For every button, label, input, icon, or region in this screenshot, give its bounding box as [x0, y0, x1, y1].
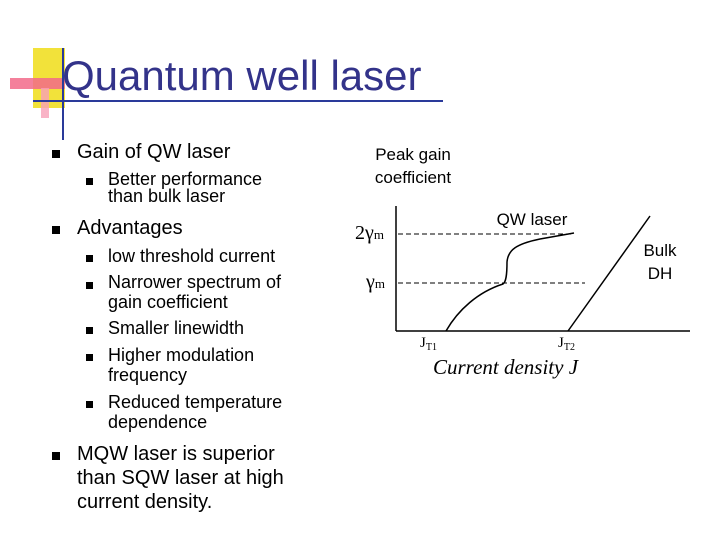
- line: Bulk: [643, 241, 677, 260]
- adv-item-1: low threshold current: [108, 246, 276, 266]
- line: Better performance: [108, 169, 263, 189]
- bullet-mqw: MQW laser is superior than SQW laser at …: [77, 443, 284, 514]
- bullet-gain-sub: Better performance than bulk laser: [108, 169, 262, 207]
- slide-title: Quantum well laser: [62, 52, 422, 99]
- decor-blue-line-h: [33, 100, 443, 102]
- text: J: [558, 335, 564, 351]
- line: frequency: [108, 365, 188, 385]
- bullet-square-icon: [86, 255, 93, 262]
- bullet-square-icon: [52, 452, 60, 460]
- adv-item-5: Reduced temperature dependence: [108, 392, 282, 433]
- bulk-dh-line: [567, 215, 651, 332]
- line: than bulk laser: [108, 186, 226, 206]
- line: MQW laser is superior: [77, 443, 275, 465]
- line: gain coefficient: [108, 292, 228, 312]
- line: Reduced temperature: [108, 392, 283, 412]
- text: J: [420, 335, 426, 351]
- level-gm-label: γm: [366, 271, 385, 294]
- bullet-square-icon: [86, 178, 93, 185]
- subscript: T1: [425, 342, 437, 353]
- line: Higher modulation: [108, 345, 255, 365]
- text: 2γ: [355, 222, 374, 244]
- line: coefficient: [374, 168, 452, 187]
- subscript: m: [374, 276, 385, 291]
- line: Narrower spectrum of: [108, 272, 282, 292]
- bullet-advantages: Advantages: [77, 217, 183, 239]
- bullet-square-icon: [52, 226, 60, 234]
- bullet-square-icon: [86, 401, 93, 408]
- y-axis-title: Peak gain coefficient: [348, 143, 478, 189]
- line: DH: [647, 264, 673, 283]
- bullet-square-icon: [86, 354, 93, 361]
- line: Peak gain: [375, 145, 451, 164]
- decor-pink-bar: [10, 78, 65, 89]
- x-axis-title: Current density J: [433, 355, 579, 379]
- subscript: m: [373, 227, 384, 242]
- qw-laser-curve: [445, 232, 575, 332]
- level-2gm-label: 2γm: [355, 222, 384, 245]
- adv-item-4: Higher modulation frequency: [108, 345, 254, 386]
- jt1-label: JT1: [420, 335, 437, 353]
- line: current density.: [77, 491, 213, 513]
- bullet-gain: Gain of QW laser: [77, 141, 231, 163]
- bullet-square-icon: [86, 282, 93, 289]
- jt2-label: JT2: [558, 335, 575, 353]
- bullet-list: Gain of QW laser Better performance than…: [0, 0, 340, 540]
- qw-laser-label: QW laser: [496, 210, 568, 229]
- decor-pink-vertical: [41, 88, 49, 118]
- line: dependence: [108, 412, 208, 432]
- line: than SQW laser at high: [77, 467, 284, 489]
- bulk-dh-label: Bulk DH: [632, 239, 688, 285]
- adv-item-3: Smaller linewidth: [108, 318, 245, 338]
- subscript: T2: [563, 342, 575, 353]
- bullet-square-icon: [52, 150, 60, 158]
- adv-item-2: Narrower spectrum of gain coefficient: [108, 272, 281, 313]
- decor-blue-line-v: [62, 48, 64, 140]
- text: γ: [366, 271, 375, 293]
- bullet-square-icon: [86, 327, 93, 334]
